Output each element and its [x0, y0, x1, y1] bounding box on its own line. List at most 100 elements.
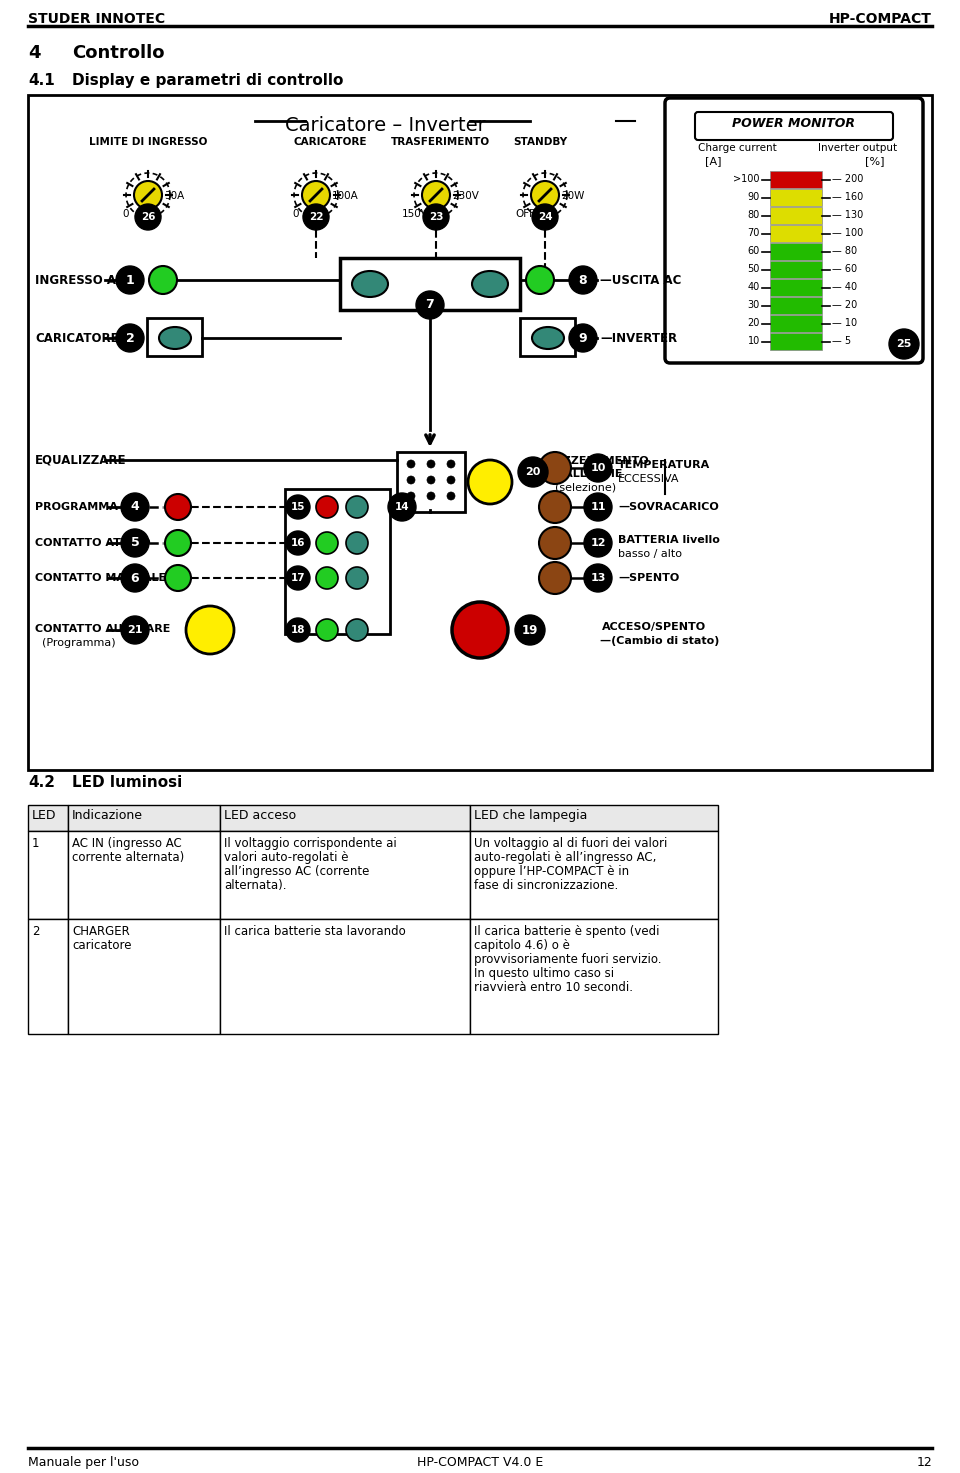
Text: CARICATORE: CARICATORE: [293, 137, 367, 147]
Circle shape: [539, 563, 571, 594]
Text: 26: 26: [141, 212, 156, 222]
FancyBboxPatch shape: [770, 333, 822, 351]
Text: 6: 6: [131, 572, 139, 585]
Circle shape: [135, 203, 161, 230]
Text: HP-COMPACT: HP-COMPACT: [829, 12, 932, 27]
Text: —ALLARME: —ALLARME: [553, 468, 622, 479]
Circle shape: [427, 492, 435, 499]
Circle shape: [316, 567, 338, 589]
Circle shape: [116, 324, 144, 352]
Circle shape: [286, 530, 310, 555]
Circle shape: [286, 619, 310, 642]
Text: 23: 23: [429, 212, 444, 222]
Text: TRASFERIMENTO: TRASFERIMENTO: [391, 137, 490, 147]
FancyBboxPatch shape: [470, 831, 718, 919]
Text: BATTERIA livello: BATTERIA livello: [618, 535, 720, 545]
Text: LED acceso: LED acceso: [224, 809, 296, 822]
Text: 15: 15: [291, 502, 305, 513]
Text: —SPENTO: —SPENTO: [618, 573, 680, 583]
Text: — 100: — 100: [832, 228, 863, 239]
Text: 12: 12: [916, 1455, 932, 1469]
Text: 20: 20: [525, 467, 540, 477]
Circle shape: [316, 532, 338, 554]
Circle shape: [121, 493, 149, 521]
Circle shape: [452, 602, 508, 658]
Text: all’ingresso AC (corrente: all’ingresso AC (corrente: [224, 865, 370, 878]
Text: — 60: — 60: [832, 265, 857, 274]
Text: 0: 0: [292, 209, 299, 219]
Text: ACCESO/SPENTO: ACCESO/SPENTO: [602, 622, 707, 632]
Circle shape: [316, 496, 338, 518]
Text: Indicazione: Indicazione: [72, 809, 143, 822]
Text: — 200: — 200: [832, 174, 863, 184]
Text: 100A: 100A: [332, 191, 359, 200]
Text: ECCESSIVA: ECCESSIVA: [618, 474, 680, 485]
Text: OFF: OFF: [515, 209, 535, 219]
Circle shape: [302, 181, 330, 209]
Text: fase di sincronizzazione.: fase di sincronizzazione.: [474, 879, 618, 893]
FancyBboxPatch shape: [770, 189, 822, 206]
Text: basso / alto: basso / alto: [618, 549, 682, 558]
Circle shape: [416, 292, 444, 320]
Text: 1: 1: [126, 274, 134, 287]
Text: 70: 70: [748, 228, 760, 239]
Text: 90: 90: [748, 193, 760, 202]
Text: LED che lampegia: LED che lampegia: [474, 809, 588, 822]
Circle shape: [531, 181, 559, 209]
Text: 8: 8: [579, 274, 588, 287]
Text: 50: 50: [748, 265, 760, 274]
FancyBboxPatch shape: [28, 919, 68, 1034]
Text: —USCITA AC: —USCITA AC: [600, 274, 682, 287]
Text: caricatore: caricatore: [72, 938, 132, 952]
Circle shape: [539, 527, 571, 558]
FancyBboxPatch shape: [470, 919, 718, 1034]
FancyBboxPatch shape: [770, 278, 822, 296]
Circle shape: [116, 267, 144, 295]
Text: (Programma): (Programma): [35, 638, 115, 648]
Circle shape: [346, 567, 368, 589]
Text: POWER MONITOR: POWER MONITOR: [732, 116, 855, 130]
Circle shape: [121, 616, 149, 644]
Text: HP-COMPACT V4.0 E: HP-COMPACT V4.0 E: [417, 1455, 543, 1469]
FancyBboxPatch shape: [285, 489, 390, 633]
Text: Manuale per l'uso: Manuale per l'uso: [28, 1455, 139, 1469]
Circle shape: [316, 619, 338, 641]
Text: (selezione): (selezione): [555, 483, 616, 493]
Text: 2: 2: [126, 331, 134, 345]
Circle shape: [889, 328, 919, 359]
Circle shape: [149, 267, 177, 295]
Circle shape: [303, 203, 329, 230]
Text: 80: 80: [748, 211, 760, 221]
Text: 30: 30: [748, 300, 760, 311]
Text: 60: 60: [748, 246, 760, 256]
FancyBboxPatch shape: [695, 112, 893, 140]
Circle shape: [346, 532, 368, 554]
Circle shape: [447, 492, 455, 499]
FancyBboxPatch shape: [220, 919, 470, 1034]
Ellipse shape: [532, 327, 564, 349]
Circle shape: [388, 493, 416, 521]
Circle shape: [515, 616, 545, 645]
Text: [A]: [A]: [705, 156, 722, 166]
Text: Controllo: Controllo: [72, 44, 164, 62]
FancyBboxPatch shape: [28, 831, 68, 919]
Ellipse shape: [472, 271, 508, 298]
Circle shape: [584, 493, 612, 521]
Circle shape: [569, 267, 597, 295]
Circle shape: [526, 267, 554, 295]
Text: oppure l’HP-COMPACT è in: oppure l’HP-COMPACT è in: [474, 865, 629, 878]
Text: CARICATORE: CARICATORE: [35, 331, 119, 345]
Text: INGRESSO AC: INGRESSO AC: [35, 274, 125, 287]
FancyBboxPatch shape: [397, 452, 465, 513]
Text: AZZERAMENTO: AZZERAMENTO: [555, 457, 650, 465]
FancyBboxPatch shape: [147, 318, 202, 356]
Text: —(Cambio di stato): —(Cambio di stato): [600, 636, 719, 647]
Circle shape: [569, 324, 597, 352]
Text: 4.2: 4.2: [28, 775, 55, 790]
Circle shape: [121, 564, 149, 592]
Text: Il carica batterie è spento (vedi: Il carica batterie è spento (vedi: [474, 925, 660, 938]
Circle shape: [346, 496, 368, 518]
Text: 10: 10: [748, 336, 760, 346]
Text: TEMPERATURA: TEMPERATURA: [618, 460, 710, 470]
Text: 17: 17: [291, 573, 305, 583]
